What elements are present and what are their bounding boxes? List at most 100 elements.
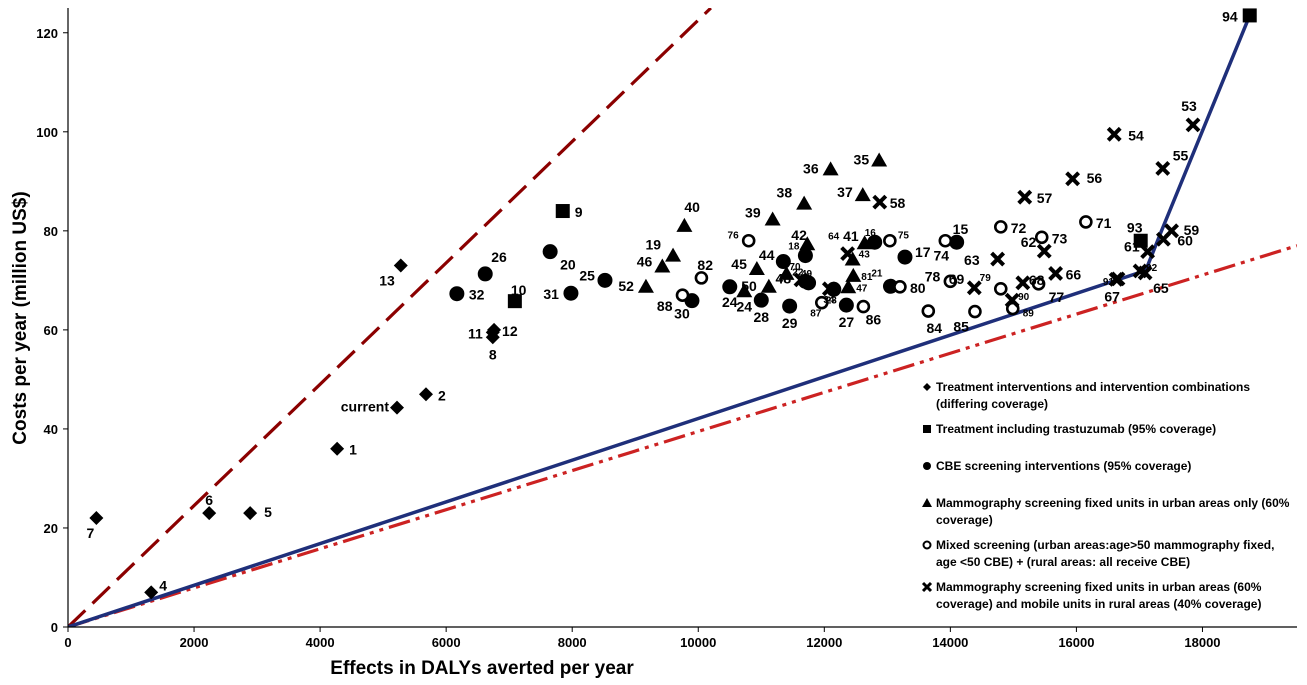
- diamond-point: [330, 441, 345, 456]
- circle-point: [838, 297, 854, 313]
- point-label: 15: [953, 221, 969, 237]
- point-label: 4: [159, 577, 167, 593]
- point-label: 13: [379, 273, 395, 289]
- point-label: 25: [579, 267, 595, 283]
- legend-marker: [923, 462, 931, 470]
- open-circle-point: [993, 281, 1008, 296]
- triangle-point: [796, 195, 813, 210]
- circle-point: [867, 234, 883, 250]
- legend: Treatment interventions and intervention…: [921, 380, 1290, 611]
- cross-point: [1132, 263, 1148, 279]
- x-axis-title: Effects in DALYs averted per year: [330, 658, 634, 679]
- point-label: 70: [789, 262, 801, 273]
- triangle-point: [854, 187, 871, 202]
- triangle-point: [840, 279, 857, 294]
- x-tick-labels: 0 2000 4000 6000 8000 10000 12000 14000 16000 180…: [64, 627, 1221, 650]
- legend-item: Treatment interventions and intervention…: [923, 380, 1250, 411]
- x-tick-label: 6000: [432, 635, 461, 650]
- open-circle-point: [1079, 215, 1093, 229]
- point-label: 23: [826, 295, 838, 306]
- point-label: 55: [1173, 147, 1189, 163]
- square-point: [507, 294, 522, 309]
- reference-lines: [68, 8, 1297, 627]
- cross-point: [1065, 171, 1081, 187]
- point-label: 39: [745, 204, 761, 220]
- point-label: 74: [934, 248, 950, 264]
- point-label: 6: [205, 492, 213, 508]
- diamond-point: [487, 322, 502, 337]
- point-label: 21: [871, 268, 883, 279]
- x-tick-label: 18000: [1184, 635, 1220, 650]
- point-label: 66: [1066, 266, 1082, 282]
- circle-point: [542, 244, 558, 260]
- circle-point: [782, 298, 798, 314]
- point-label: 85: [953, 319, 969, 335]
- y-axis-title: Costs per year (million US$): [10, 191, 31, 444]
- diamond-point: [389, 400, 404, 415]
- legend-text: CBE screening interventions (95% coverag…: [936, 459, 1191, 473]
- point-label: 75: [898, 231, 910, 242]
- legend-text: Mixed screening (urban areas:age>50 mamm…: [936, 538, 1274, 552]
- point-label: 1: [349, 442, 357, 458]
- point-label: 2: [438, 387, 446, 403]
- point-label: 41: [843, 228, 859, 244]
- triangle-point: [778, 265, 795, 280]
- open-circle-point: [883, 233, 897, 248]
- point-label: 62: [1021, 234, 1037, 250]
- point-label: 7: [86, 525, 94, 541]
- y-tick-label: 60: [44, 323, 58, 338]
- diamond-point: [418, 387, 433, 402]
- square-point: [1133, 233, 1148, 248]
- cross-point: [1004, 292, 1020, 308]
- legend-text: Mammography screening fixed units in urb…: [936, 496, 1290, 510]
- point-label: 54: [1128, 127, 1144, 143]
- open-circle-point: [943, 274, 958, 289]
- triangle-point: [845, 267, 862, 282]
- reference-line-2: [68, 244, 1297, 627]
- cross-point: [840, 246, 856, 262]
- cross-point: [793, 272, 809, 288]
- diamond-point: [393, 258, 408, 273]
- point-label: 87: [810, 309, 822, 320]
- point-label: 28: [753, 309, 769, 325]
- triangle-point: [748, 260, 765, 275]
- legend-text: age <50 CBE) + (rural areas: all receive…: [936, 555, 1190, 569]
- triangle-point: [654, 258, 671, 273]
- cross-point: [1017, 189, 1033, 205]
- point-label: 58: [890, 195, 906, 211]
- point-label: 60: [1177, 232, 1193, 248]
- point-label: 56: [1087, 170, 1103, 186]
- point-label: 57: [1037, 190, 1053, 206]
- diamond-point: [89, 511, 104, 526]
- circle-point: [949, 234, 965, 250]
- x-tick-label: 10000: [680, 635, 716, 650]
- y-tick-label: 40: [44, 422, 58, 437]
- point-label: 38: [777, 185, 793, 201]
- x-tick-label: 0: [64, 635, 71, 650]
- open-circle-point: [938, 233, 953, 248]
- point-label: 31: [543, 286, 559, 302]
- point-label: 59: [1184, 222, 1200, 238]
- point-label: 65: [1153, 280, 1169, 296]
- point-label: 69: [949, 271, 965, 287]
- point-label: 52: [618, 278, 634, 294]
- point-label: 29: [782, 315, 798, 331]
- cross-point: [966, 280, 982, 296]
- reference-line-3: [68, 14, 1252, 627]
- legend-marker: [922, 540, 932, 550]
- point-label: 72: [1011, 220, 1027, 236]
- point-label: 49: [801, 269, 813, 280]
- legend-text: Treatment including trastuzumab (95% cov…: [936, 422, 1216, 436]
- point-label: 18: [788, 242, 800, 253]
- point-label: 50: [741, 278, 757, 294]
- circle-point: [797, 248, 813, 264]
- triangle-point: [764, 211, 781, 226]
- point-label: 47: [856, 283, 868, 294]
- point-label: 80: [910, 280, 926, 296]
- point-label: 20: [560, 257, 576, 273]
- legend-text: Treatment interventions and intervention…: [936, 380, 1250, 394]
- point-label: 24: [736, 298, 752, 314]
- open-circle-point: [814, 295, 829, 310]
- diamond-point: [144, 585, 159, 600]
